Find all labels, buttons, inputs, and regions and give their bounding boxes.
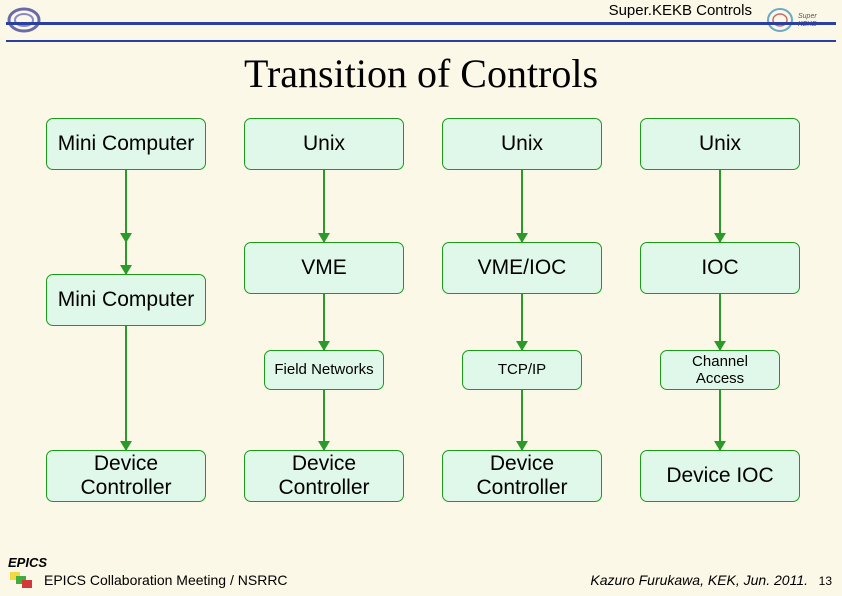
arrow-icon	[719, 170, 721, 242]
arrow-icon	[323, 294, 325, 350]
diagram-node: Device Controller	[442, 450, 602, 502]
diagram-node: Device Controller	[244, 450, 404, 502]
kek-logo-icon: Super KEKB	[766, 6, 830, 34]
diagram-node: Field Networks	[264, 350, 384, 390]
footer-right: Kazuro Furukawa, KEK, Jun. 2011.	[590, 572, 808, 588]
epics-squares-icon	[8, 570, 38, 590]
diagram-node: Unix	[640, 118, 800, 170]
diagram-node: VME/IOC	[442, 242, 602, 294]
slide: Super.KEKB Controls Super KEKB Transitio…	[0, 0, 842, 596]
spiral-logo-icon	[6, 4, 46, 36]
diagram-node: VME	[244, 242, 404, 294]
diagram-node: TCP/IP	[462, 350, 582, 390]
diagram-node: Device IOC	[640, 450, 800, 502]
page-number: 13	[819, 574, 832, 588]
epics-label: EPICS	[8, 555, 47, 570]
diagram-node: Unix	[244, 118, 404, 170]
diagram-node: Mini Computer	[46, 118, 206, 170]
header: Super.KEKB Controls Super KEKB	[0, 0, 842, 44]
arrow-icon	[521, 294, 523, 350]
footer-left: EPICS Collaboration Meeting / NSRRC	[44, 572, 288, 588]
svg-text:Super: Super	[798, 13, 817, 20]
diagram-node: Mini Computer	[46, 274, 206, 326]
arrow-icon	[125, 170, 127, 274]
diagram-node: Unix	[442, 118, 602, 170]
arrow-icon	[719, 294, 721, 350]
diagram-node: IOC	[640, 242, 800, 294]
header-rule	[6, 22, 836, 25]
diagram-grid: Mini Computer Device Controller Unix VME Fie…	[36, 110, 810, 530]
arrow-icon	[719, 390, 721, 450]
header-label: Super.KEKB Controls	[609, 2, 752, 19]
arrow-icon	[125, 326, 127, 450]
arrow-icon	[521, 170, 523, 242]
header-rule	[6, 40, 836, 42]
arrow-icon	[323, 390, 325, 450]
diagram-node: Channel Access	[660, 350, 780, 390]
diagram-node: Device Controller	[46, 450, 206, 502]
arrow-icon	[323, 170, 325, 242]
slide-title: Transition of Controls	[0, 50, 842, 97]
arrow-icon	[521, 390, 523, 450]
